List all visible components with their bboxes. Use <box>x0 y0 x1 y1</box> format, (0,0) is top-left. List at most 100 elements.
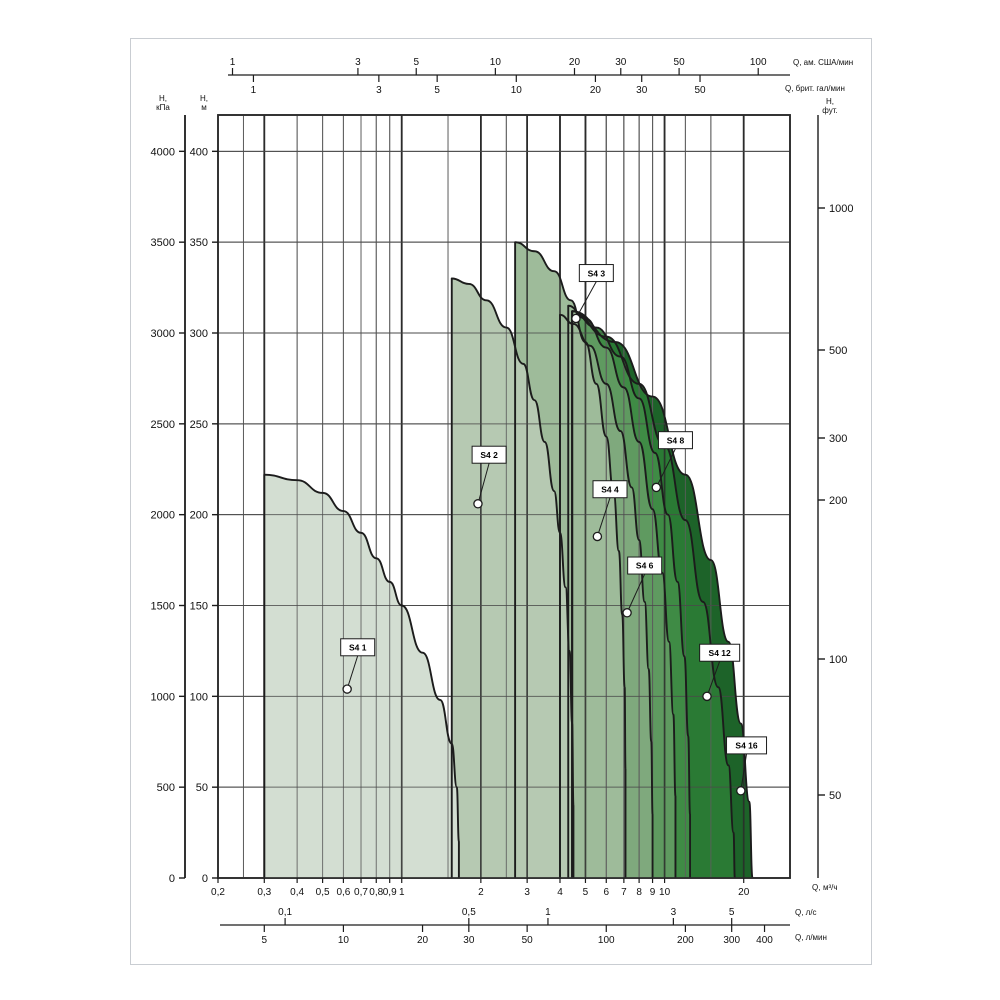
series-outlines <box>263 241 754 878</box>
axis-tick-label: 200 <box>829 495 847 507</box>
axis-unit-kpa: кПа <box>156 103 170 112</box>
axis-tick-label: 0,2 <box>211 887 225 898</box>
axis-label-feet: H, <box>826 97 834 106</box>
axis-tick-label: 0,7 <box>354 887 368 898</box>
callout-dot[interactable] <box>622 608 632 618</box>
axis-tick-label: 5 <box>434 85 440 96</box>
axis-tick-label: 1 <box>230 57 236 68</box>
curve-s4-6 <box>567 304 677 878</box>
axis-tick-label: 9 <box>650 887 656 898</box>
callout-dot[interactable] <box>702 691 712 702</box>
axis-tick-label: 1500 <box>151 601 175 613</box>
axis-tick-label: 3 <box>671 907 677 918</box>
axis-tick-label: 3 <box>376 85 382 96</box>
axis-top-rulers: 1 3 5 10 20 30 50 100 Q, ам. США/мин 1 3 5 10 20 30 50 Q… <box>228 57 853 96</box>
callout-label: S4 3 <box>588 268 606 278</box>
axis-tick-label: 3500 <box>151 237 175 249</box>
callout-s4-3[interactable]: S4 3 <box>571 264 614 324</box>
axis-unit-m3h: м³/ч <box>823 883 838 892</box>
callout-s4-12[interactable]: S4 12 <box>699 643 741 702</box>
callout-dot[interactable] <box>651 482 662 493</box>
axis-tick-label: 100 <box>598 935 615 946</box>
callout-box[interactable] <box>578 264 614 283</box>
callout-dot[interactable] <box>736 786 746 796</box>
callout-s4-1[interactable]: S4 1 <box>340 638 376 694</box>
series-area <box>451 278 574 878</box>
axis-tick-label: 200 <box>677 935 694 946</box>
axis-tick-label: 5 <box>583 887 589 898</box>
callout-leader-line <box>706 661 721 697</box>
callout-s4-8[interactable]: S4 8 <box>651 431 693 493</box>
axis-tick-label: 100 <box>190 691 208 703</box>
series-areas <box>264 242 753 878</box>
callout-label: S4 8 <box>667 435 685 445</box>
callout-leader-line <box>346 655 359 690</box>
callout-leader-line <box>596 497 611 537</box>
axis-left-kpa: 0 500 1000 1500 2000 2500 3000 3500 4000 H,кПа <box>151 94 186 885</box>
curve-s4-16 <box>571 310 754 878</box>
callout-label: S4 12 <box>709 648 731 658</box>
axis-tick-label: 20 <box>738 887 750 898</box>
axis-tick-label: 2500 <box>151 419 175 431</box>
axis-tick-label: 20 <box>417 935 429 946</box>
curve-s4-8 <box>571 310 692 878</box>
axis-tick-label: 10 <box>490 57 502 68</box>
axis-tick-label: 0,9 <box>383 887 397 898</box>
callout-box[interactable] <box>699 643 741 662</box>
axis-tick-label: 7 <box>621 887 627 898</box>
axis-tick-label: 0 <box>169 873 175 885</box>
curve-s4-4 <box>559 313 654 878</box>
plot-border-top <box>217 114 791 879</box>
axis-tick-label: 500 <box>829 345 847 357</box>
axis-tick-label: 20 <box>590 85 602 96</box>
callout-s4-6[interactable]: S4 6 <box>622 556 663 618</box>
axis-tick-label: 1 <box>399 887 405 898</box>
axis-tick-label: 50 <box>829 790 841 802</box>
callout-box[interactable] <box>592 480 628 499</box>
callout-box[interactable] <box>471 445 507 464</box>
callout-label: S4 4 <box>601 484 619 494</box>
callout-box[interactable] <box>340 638 376 657</box>
axis-tick-label: 10 <box>659 887 671 898</box>
callout-dot[interactable] <box>571 313 581 324</box>
axis-tick-label: 0,6 <box>336 887 350 898</box>
callout-leader-line <box>626 573 646 613</box>
axis-tick-label: 5 <box>413 57 419 68</box>
callout-s4-2[interactable]: S4 2 <box>471 445 507 509</box>
axis-tick-label: 500 <box>157 782 175 794</box>
axis-label-m3h: Q, <box>812 883 820 892</box>
axis-tick-label: 0,3 <box>257 887 271 898</box>
callout-dot[interactable] <box>342 684 352 694</box>
axis-tick-label: 50 <box>674 57 686 68</box>
callout-dot[interactable] <box>592 531 603 542</box>
axis-label-kpa: H, <box>159 94 167 103</box>
axis-tick-label: 4 <box>557 887 563 898</box>
callout-label: S4 1 <box>349 642 367 652</box>
axis-tick-label: 0,5 <box>316 887 330 898</box>
axis-tick-label: 50 <box>522 935 534 946</box>
callout-leader-line <box>575 281 597 319</box>
axis-tick-label: 50 <box>196 782 208 794</box>
axis-tick-label: 2000 <box>151 510 175 522</box>
axis-unit-metres: м <box>201 103 207 112</box>
axis-tick-label: 8 <box>636 887 642 898</box>
axis-tick-label: 400 <box>190 146 208 158</box>
callout-s4-4[interactable]: S4 4 <box>592 480 628 542</box>
axis-tick-label: 150 <box>190 601 208 613</box>
axis-tick-label: 10 <box>511 85 523 96</box>
axis-unit-feet: фут. <box>822 106 838 115</box>
axis-tick-label: 350 <box>190 237 208 249</box>
axis-tick-label: 1000 <box>151 691 175 703</box>
curve-s4-1 <box>263 473 460 878</box>
axis-label-lmin: Q, л/мин <box>795 933 827 942</box>
callout-s4-16[interactable]: S4 16 <box>726 736 768 796</box>
axis-tick-label: 30 <box>463 935 475 946</box>
axis-tick-label: 10 <box>338 935 350 946</box>
callout-box[interactable] <box>726 736 768 755</box>
callout-box[interactable] <box>627 556 663 575</box>
callout-box[interactable] <box>657 431 693 450</box>
callout-dot[interactable] <box>473 499 483 509</box>
axis-tick-label: 4000 <box>151 146 175 158</box>
